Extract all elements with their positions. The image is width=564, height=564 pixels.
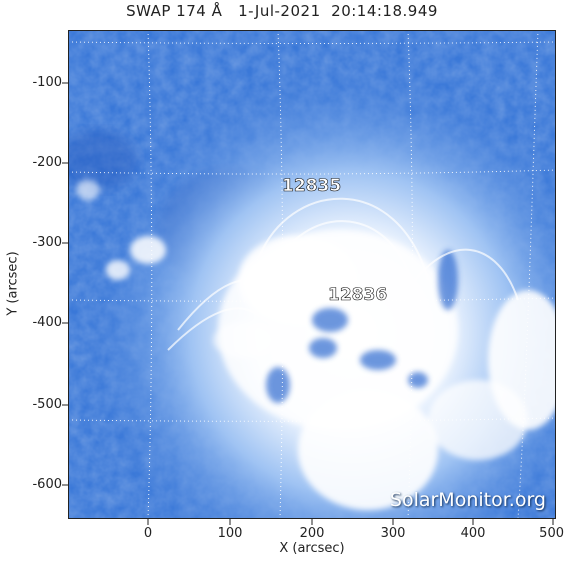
coordinate-grid xyxy=(68,30,556,519)
image-title: SWAP 174 Å 1-Jul-2021 20:14:18.949 xyxy=(126,2,438,20)
y-tick-label: -500 xyxy=(32,397,62,412)
region-label-12836: 12836 xyxy=(328,285,388,306)
y-tick-label: -300 xyxy=(32,235,62,250)
y-tick-label: -600 xyxy=(32,477,62,492)
y-tick-label: -100 xyxy=(32,75,62,90)
y-axis-label: Y (arcsec) xyxy=(5,251,21,316)
x-tick-label: 100 xyxy=(217,526,243,541)
region-label-12835: 12835 xyxy=(282,176,342,197)
y-tick-label: -400 xyxy=(32,315,62,330)
solar-image: 12835 12836 SolarMonitor.org xyxy=(68,30,556,519)
x-tick-label: 400 xyxy=(460,526,486,541)
x-axis-label: X (arcsec) xyxy=(279,541,345,556)
solar-image-canvas xyxy=(68,30,556,519)
watermark: SolarMonitor.org xyxy=(389,489,546,511)
x-tick-label: 200 xyxy=(299,526,325,541)
x-tick-label: 300 xyxy=(380,526,406,541)
x-tick-label: 500 xyxy=(539,526,564,541)
y-tick-label: -200 xyxy=(32,155,62,170)
x-tick-label: 0 xyxy=(143,526,153,541)
